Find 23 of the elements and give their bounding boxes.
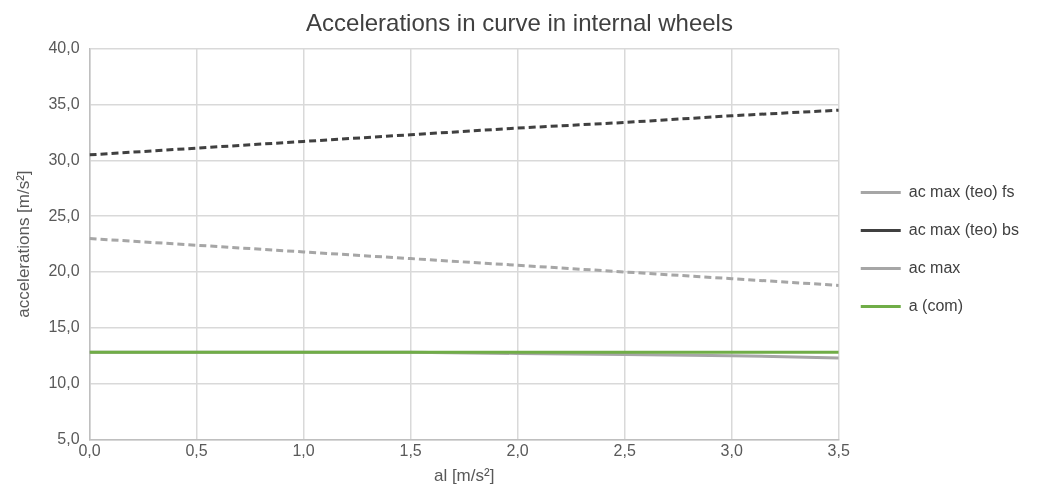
y-tick-label: 20,0: [48, 262, 80, 280]
legend-label: ac max: [908, 258, 961, 276]
y-tick-label: 5,0: [57, 429, 80, 447]
x-tick-label: 0,5: [185, 442, 208, 460]
legend-label: a (com): [908, 296, 963, 314]
legend-label: ac max (teo) fs: [908, 182, 1015, 200]
y-tick-label: 40,0: [48, 39, 80, 57]
chart-title: Accelerations in curve in internal wheels: [306, 9, 733, 37]
y-tick-label: 30,0: [48, 150, 80, 168]
x-tick-label: 1,5: [399, 442, 422, 460]
x-tick-label: 2,5: [613, 442, 636, 460]
x-tick-label: 0,0: [78, 442, 101, 460]
legend-label: ac max (teo) bs: [908, 220, 1020, 238]
x-tick-label: 3,0: [720, 442, 743, 460]
x-tick-label: 2,0: [506, 442, 529, 460]
y-tick-label: 25,0: [48, 206, 80, 224]
x-axis-title: al [m/s²]: [433, 466, 495, 486]
x-tick-label: 3,5: [827, 442, 850, 460]
y-tick-label: 15,0: [48, 318, 80, 336]
x-tick-label: 1,0: [292, 442, 315, 460]
y-tick-label: 10,0: [48, 374, 80, 392]
y-tick-label: 35,0: [48, 95, 80, 113]
y-axis-title: accelerations [m/s²]: [13, 170, 33, 318]
